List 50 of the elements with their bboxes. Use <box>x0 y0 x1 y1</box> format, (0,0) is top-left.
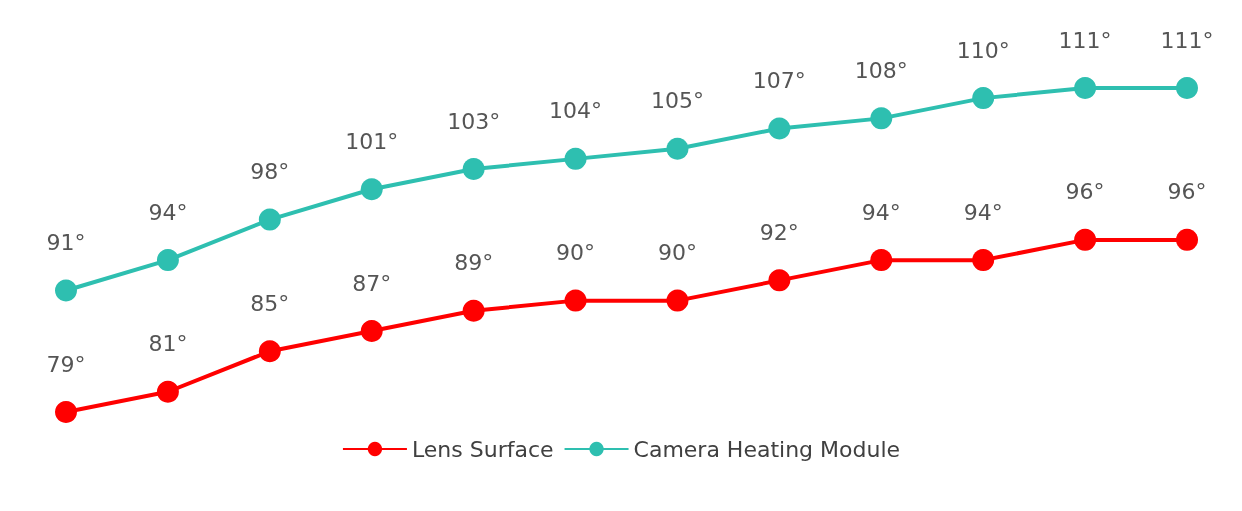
point <box>768 117 791 140</box>
point <box>55 401 77 423</box>
data-label: 104° <box>549 98 603 124</box>
data-label: 85° <box>250 290 290 316</box>
point <box>462 158 485 180</box>
data-label: 79° <box>46 351 86 377</box>
point <box>156 249 179 272</box>
data-label: 90° <box>657 240 697 266</box>
data-label: 108° <box>854 57 908 83</box>
data-label: 105° <box>650 88 704 114</box>
point <box>55 279 77 302</box>
point <box>360 178 383 201</box>
data-label: 110° <box>956 37 1010 63</box>
point <box>768 269 791 292</box>
data-label: 96° <box>1167 179 1207 205</box>
data-label: 91° <box>46 230 86 255</box>
point <box>258 208 281 231</box>
data-label: 87° <box>352 270 392 296</box>
point <box>870 107 893 130</box>
point <box>1074 228 1097 251</box>
legend-label: Lens Surface <box>411 436 554 462</box>
data-label: 98° <box>250 159 290 185</box>
data-label: 94° <box>963 199 1003 225</box>
data-label: 96° <box>1065 179 1105 205</box>
point <box>972 249 995 272</box>
data-label: 103° <box>447 108 501 134</box>
data-label: 90° <box>556 240 596 266</box>
point <box>564 147 587 170</box>
data-label: 107° <box>752 68 806 93</box>
point <box>462 299 485 322</box>
data-label: 111° <box>1058 27 1112 53</box>
data-label: 101° <box>345 128 399 154</box>
point <box>972 87 995 110</box>
legend-label: Camera Heating Module <box>633 436 901 462</box>
point <box>666 137 689 160</box>
data-label: 94° <box>861 199 901 225</box>
point <box>1176 77 1198 99</box>
point <box>258 340 281 363</box>
point <box>1176 228 1198 251</box>
point <box>360 320 383 342</box>
data-label: 94° <box>148 199 188 225</box>
point <box>156 380 179 403</box>
point <box>1074 77 1097 99</box>
data-label: 81° <box>148 331 188 357</box>
data-label: 89° <box>454 250 494 276</box>
point <box>666 289 689 312</box>
data-label: 92° <box>759 219 799 245</box>
point <box>564 289 587 312</box>
point <box>870 249 893 272</box>
data-label: 111° <box>1160 27 1214 53</box>
